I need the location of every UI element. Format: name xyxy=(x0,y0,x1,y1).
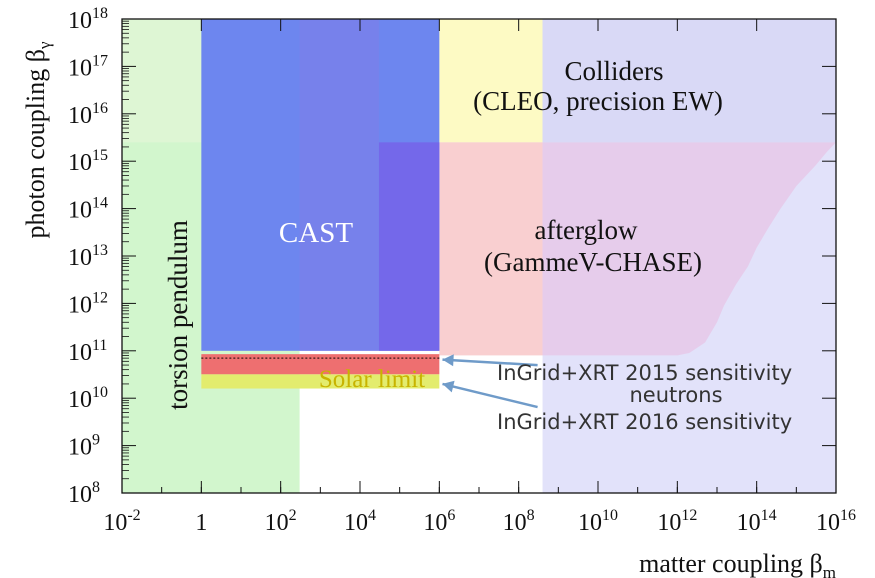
y-tick-label: 1018 xyxy=(68,5,108,34)
x-tick-label: 1016 xyxy=(816,507,856,536)
y-tick-label: 1014 xyxy=(68,195,108,224)
label-afterglow-2: (GammeV-CHASE) xyxy=(484,247,702,277)
x-tick-label: 104 xyxy=(344,507,376,536)
x-tick-label: 1012 xyxy=(657,507,697,536)
label-solar-limit: Solar limit xyxy=(319,366,425,393)
annotations: matter coupling βm photon coupling βγ CAST… xyxy=(21,41,836,578)
label-colliders-1: Colliders xyxy=(565,56,664,86)
x-axis-label: matter coupling βm xyxy=(639,549,836,578)
y-tick-label: 1011 xyxy=(68,337,107,366)
arrow-2016 xyxy=(442,382,538,409)
region-solar-limit xyxy=(201,374,440,389)
afterglow-neutron-overlap xyxy=(542,142,836,356)
label-colliders-2: (CLEO, precision EW) xyxy=(473,86,723,116)
y-tick-label: 1016 xyxy=(68,100,108,129)
arrow-2015 xyxy=(442,358,538,367)
x-tick-label: 1010 xyxy=(578,507,618,536)
y-tick-label: 1017 xyxy=(68,52,108,81)
region-colliders-yellow xyxy=(439,19,543,143)
x-tick-label: 106 xyxy=(423,507,455,536)
label-afterglow-1: afterglow xyxy=(535,215,638,245)
label-cast: CAST xyxy=(279,217,353,249)
x-tick-label: 1014 xyxy=(737,507,777,536)
region-cast-light xyxy=(299,19,379,351)
afterglow-edge xyxy=(542,142,836,356)
y-tick-label: 108 xyxy=(68,479,100,508)
x-tick-label: 1 xyxy=(195,510,207,536)
sensitivity-lines xyxy=(201,354,538,409)
y-tick-label: 109 xyxy=(68,432,100,461)
arrow-2016-head xyxy=(442,380,455,393)
x-tick-label: 102 xyxy=(265,507,297,536)
axis-ticks: 10-2 1 102 104 106 108 1010 1012 1014 1016 108 109 1… xyxy=(68,5,856,536)
label-torsion-pendulum: torsion pendulum xyxy=(163,220,193,410)
x-tick-label: 10-2 xyxy=(103,507,140,536)
region-sensitivity-2015 xyxy=(201,354,440,375)
y-axis-label: photon coupling βγ xyxy=(21,41,54,238)
region-cast-dark xyxy=(378,142,440,351)
y-tick-label: 1013 xyxy=(68,242,108,271)
arrow-2015-head xyxy=(442,354,454,367)
label-ingrid-2016: InGrid+XRT 2016 sensitivity xyxy=(497,410,792,434)
label-ingrid-2015: InGrid+XRT 2015 sensitivity xyxy=(497,361,792,385)
y-tick-label: 1015 xyxy=(68,147,108,176)
x-tick-label: 108 xyxy=(503,507,535,536)
y-tick-label: 1010 xyxy=(68,384,108,413)
y-tick-label: 1012 xyxy=(68,289,108,318)
region-afterglow xyxy=(439,142,543,356)
label-neutrons: neutrons xyxy=(629,383,722,407)
